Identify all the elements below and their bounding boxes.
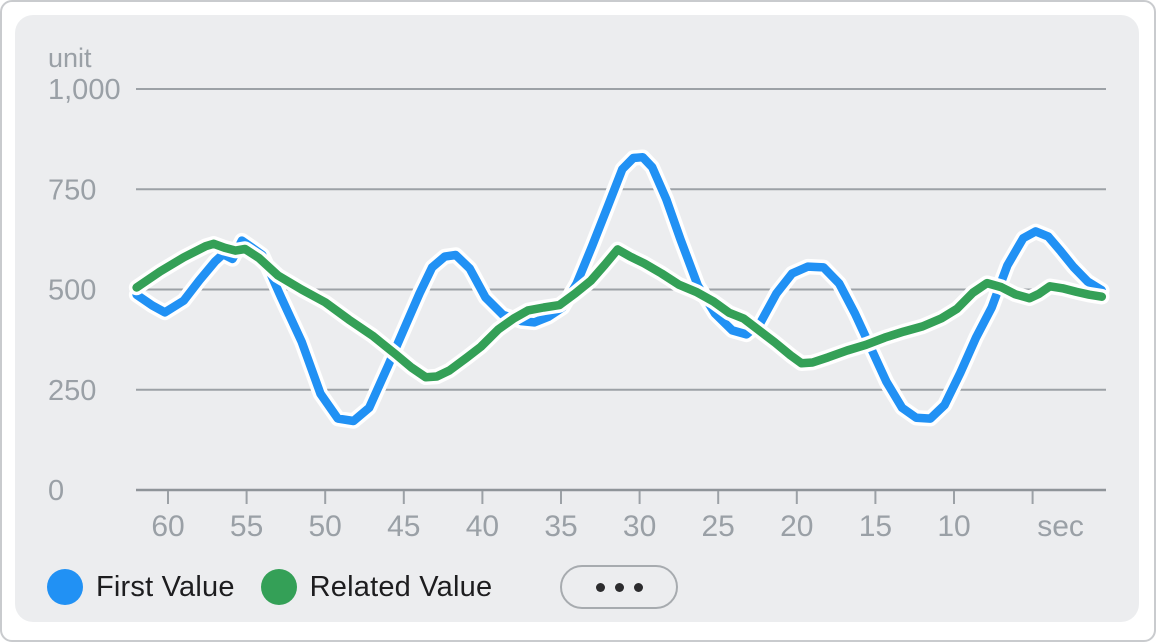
- y-axis-unit-label: unit: [48, 43, 92, 73]
- y-tick-label: 0: [48, 475, 64, 507]
- related-value-line: [132, 239, 1107, 382]
- more-options-button[interactable]: [560, 565, 679, 609]
- x-tick-label: 60: [151, 510, 184, 543]
- x-tick-label: 30: [623, 510, 656, 543]
- chart-legend: First Value Related Value: [47, 565, 679, 609]
- gridlines: [136, 88, 1106, 492]
- ellipsis-icon: [595, 582, 605, 592]
- x-tick-label: 35: [544, 510, 577, 543]
- ellipsis-icon: [614, 582, 624, 592]
- legend-label-related-value: Related Value: [309, 570, 493, 603]
- blue-dot-icon: [47, 569, 83, 605]
- x-tick-label: 55: [230, 510, 263, 543]
- x-tick-label: 20: [780, 510, 813, 543]
- legend-label-first-value: First Value: [96, 570, 235, 603]
- green-dot-icon: [260, 569, 297, 605]
- ellipsis-icon: [633, 582, 643, 592]
- x-axis-ticks: [167, 491, 1034, 504]
- y-tick-label: 250: [48, 375, 96, 407]
- first-value-line: [132, 152, 1107, 426]
- legend-item-first-value: First Value: [47, 569, 235, 605]
- y-tick-label: 1,000: [48, 74, 121, 106]
- x-tick-label: 10: [937, 510, 970, 543]
- y-tick-label: 500: [48, 275, 96, 307]
- x-tick-label: 40: [466, 510, 499, 543]
- x-tick-label: sec: [1037, 510, 1084, 543]
- legend-item-related-value: Related Value: [260, 569, 493, 605]
- x-axis-labels: 60 55 50 45 40 35 30 25 20 15 10 sec: [151, 510, 1084, 543]
- x-tick-label: 15: [859, 510, 892, 543]
- x-tick-label: 45: [387, 510, 420, 543]
- x-tick-label: 50: [309, 510, 342, 543]
- y-tick-label: 750: [48, 174, 96, 206]
- y-axis-labels: 0 250 500 750 1,000: [48, 74, 121, 507]
- x-tick-label: 25: [702, 510, 735, 543]
